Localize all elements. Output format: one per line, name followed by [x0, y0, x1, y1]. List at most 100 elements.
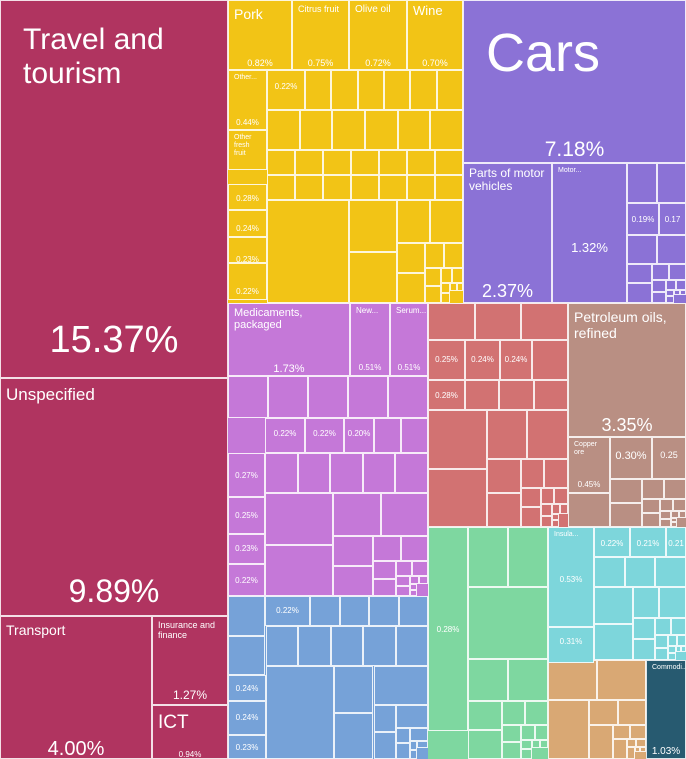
misc-fill [640, 747, 646, 753]
cell-label: Parts of motor vehicles [469, 166, 545, 194]
chem-fill [380, 493, 428, 537]
chem-fill [388, 376, 428, 418]
cell-value: 0.22% [600, 539, 624, 548]
chem-fill [396, 561, 413, 576]
trans-fill [651, 280, 667, 292]
metal-fill [486, 459, 521, 494]
trans-fill [627, 235, 657, 264]
trans-fill [651, 291, 667, 303]
treemap-cell-food-small-5: 0.22% [228, 263, 267, 300]
trans-fill [666, 280, 677, 290]
cell-value: 0.24% [504, 355, 528, 364]
treemap-cell-chem-small-2: 0.22% [305, 418, 344, 453]
food-fill [331, 70, 358, 110]
cell-value: 0.25% [235, 511, 258, 520]
cell-value: 0.30% [615, 450, 647, 462]
cell-label: Wine [413, 3, 443, 18]
machine-fill [339, 596, 369, 626]
chem-fill [308, 376, 348, 418]
instrument-fill [675, 645, 681, 652]
chem-fill [412, 561, 428, 576]
food-fill [397, 243, 425, 274]
treemap-cell-transport: Transport 4.00% [0, 616, 152, 759]
metal-fill [533, 380, 568, 410]
cell-value: 0.22% [274, 82, 298, 91]
mineral-fill [610, 503, 642, 527]
instrument-fill [655, 557, 686, 587]
cell-value: 1.32% [571, 240, 608, 255]
food-fill [410, 70, 437, 110]
machine-fill [396, 705, 428, 728]
chem-fill [418, 575, 428, 585]
chem-fill [333, 536, 374, 567]
machine-fill [396, 727, 410, 744]
treemap-cell-travel-and-tourism: Travel and tourism 15.37% [0, 0, 228, 378]
metal-fill [560, 504, 568, 514]
electronics-fill [468, 730, 502, 759]
electronics-fill [501, 701, 525, 726]
treemap-cell-trans-small-2: 0.17 [659, 203, 686, 235]
mineral-fill [671, 510, 679, 518]
trans-fill [656, 163, 686, 203]
cell-value: 0.24% [471, 355, 494, 364]
cell-value: 3.35% [601, 415, 653, 435]
cell-value: 7.18% [544, 138, 605, 161]
cell-value: 0.24% [236, 224, 259, 233]
instrument-fill [680, 645, 686, 652]
cell-value: 0.28% [435, 391, 458, 400]
food-fill [424, 268, 441, 286]
electronics-fill [508, 659, 548, 702]
food-fill [305, 70, 332, 110]
chem-fill [409, 584, 418, 591]
misc-fill [548, 660, 597, 700]
treemap-cell-medicaments-packaged: Medicaments, packaged 1.73% [228, 303, 350, 376]
chem-fill [362, 453, 396, 493]
mineral-fill [671, 522, 678, 527]
trans-fill [651, 263, 669, 281]
treemap-cell-chem-small-4: 0.27% [228, 453, 265, 497]
electronics-fill [521, 725, 535, 740]
machine-fill [398, 596, 428, 626]
cell-value: 0.23% [235, 743, 259, 752]
metal-fill [540, 487, 555, 505]
mineral-fill [568, 493, 610, 527]
metal-fill [499, 380, 534, 410]
electronics-fill [534, 725, 548, 740]
misc-fill [626, 747, 635, 759]
treemap-cell-food-small-2: 0.28% [228, 184, 267, 210]
metal-fill [520, 507, 541, 527]
cell-label: Olive oil [355, 4, 391, 15]
instrument-fill [594, 557, 625, 587]
chem-fill [373, 561, 397, 579]
misc-fill [589, 724, 614, 759]
mineral-fill [610, 479, 642, 503]
cell-value: 0.24% [235, 713, 259, 722]
metal-fill [428, 468, 487, 527]
food-fill [407, 150, 435, 175]
chem-fill [395, 453, 428, 493]
electronics-fill [501, 742, 522, 759]
cell-value: 4.00% [47, 738, 105, 759]
food-fill [430, 110, 463, 150]
electronics-fill [468, 527, 508, 587]
chem-fill [374, 418, 401, 453]
cell-label: Serum... [396, 306, 427, 315]
treemap-cell-pork: Pork 0.82% [228, 0, 292, 70]
treemap-cell-trans-small-1: 0.19% [627, 203, 659, 235]
cell-value: 0.45% [577, 480, 601, 489]
machine-fill [417, 740, 428, 749]
treemap-cell-machine-small-2: 0.24% [228, 675, 266, 701]
machine-fill [266, 666, 335, 759]
food-fill [295, 150, 323, 175]
metal-fill [428, 303, 475, 340]
electronics-fill [501, 725, 522, 743]
cell-value: 0.23% [235, 544, 258, 553]
cell-value: 0.44% [236, 118, 259, 127]
food-fill [440, 268, 452, 283]
instrument-fill [677, 635, 686, 646]
machine-fill [363, 626, 396, 666]
cell-value: 0.22% [276, 606, 299, 615]
misc-fill [597, 660, 646, 700]
trans-fill [674, 289, 681, 296]
